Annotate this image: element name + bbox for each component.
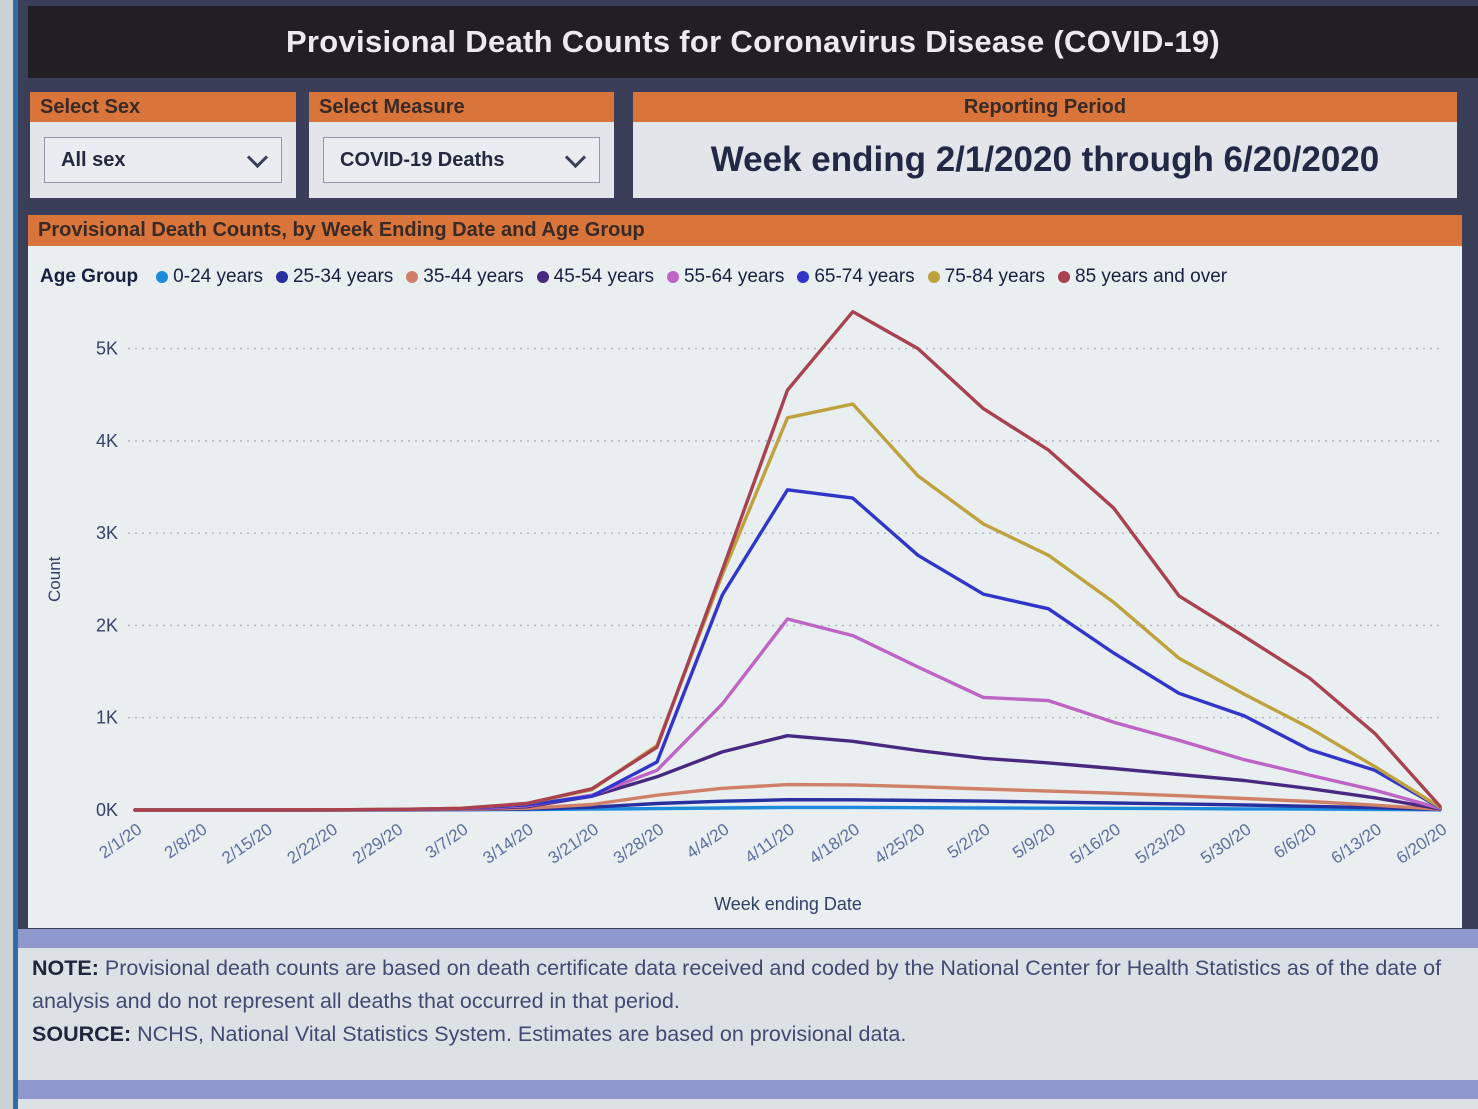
x-tick-label: 2/29/20 xyxy=(349,820,406,868)
legend-item[interactable]: 65-74 years xyxy=(797,266,915,288)
y-tick-label: 4K xyxy=(96,431,118,451)
measure-dropdown[interactable]: COVID-19 Deaths xyxy=(323,137,600,183)
legend-item[interactable]: 85 years and over xyxy=(1058,266,1227,288)
note-label: NOTE: xyxy=(32,956,99,980)
source-text: NCHS, National Vital Statistics System. … xyxy=(137,1022,907,1046)
series-line-75-84-years xyxy=(133,402,1442,812)
legend-item-label: 45-54 years xyxy=(553,266,654,287)
note-text: Provisional death counts are based on de… xyxy=(32,956,1442,1013)
plot-area: 0K 1K 2K 3K 4K 5K Count 2/1/20 2/8/20 2/15/20 2/22… xyxy=(28,294,1462,928)
y-axis-labels: 0K 1K 2K 3K 4K 5K xyxy=(96,339,118,820)
x-tick-label: 6/13/20 xyxy=(1328,820,1385,868)
legend-item-label: 25-34 years xyxy=(292,266,394,287)
y-tick-label: 0K xyxy=(96,800,118,820)
legend-item-label: 85 years and over xyxy=(1075,266,1228,287)
screen-bezel-edge xyxy=(13,0,18,1109)
x-tick-label: 4/4/20 xyxy=(683,820,733,863)
x-tick-label: 5/9/20 xyxy=(1009,820,1059,863)
footnotes: NOTE: Provisional death counts are based… xyxy=(32,952,1456,1051)
select-sex-header: Select Sex xyxy=(30,92,296,122)
select-sex-panel: Select Sex All sex xyxy=(30,92,296,198)
legend-dot-icon xyxy=(156,271,169,283)
legend-title: Age Group xyxy=(40,266,139,287)
sex-dropdown[interactable]: All sex xyxy=(44,137,282,183)
legend-dot-icon xyxy=(406,271,419,283)
legend-dot-icon xyxy=(927,271,940,283)
legend-dot-icon xyxy=(797,271,810,283)
divider-bar xyxy=(18,1080,1478,1099)
x-tick-label: 4/18/20 xyxy=(806,820,863,868)
x-tick-label: 5/2/20 xyxy=(944,820,994,863)
x-axis-labels: 2/1/20 2/8/20 2/15/20 2/22/20 2/29/20 3/7/20 3… xyxy=(96,820,1451,868)
x-tick-label: 5/16/20 xyxy=(1067,820,1124,868)
legend-item-label: 75-84 years xyxy=(944,266,1046,287)
x-tick-label: 2/8/20 xyxy=(161,820,211,863)
measure-dropdown-value: COVID-19 Deaths xyxy=(340,148,505,171)
series-line-85-years-and-over xyxy=(133,310,1442,812)
x-tick-label: 4/25/20 xyxy=(871,820,928,868)
x-axis-title: Week ending Date xyxy=(714,894,862,914)
plot-svg: 0K 1K 2K 3K 4K 5K Count 2/1/20 2/8/20 2/15/20 2/22… xyxy=(45,310,1451,914)
reporting-period-header: Reporting Period xyxy=(633,92,1457,122)
series-line-65-74-years xyxy=(133,488,1442,812)
legend-dot-icon xyxy=(1058,271,1071,283)
y-axis-title: Count xyxy=(45,556,64,602)
y-tick-label: 1K xyxy=(96,708,118,728)
y-gridlines xyxy=(128,347,1440,719)
legend-item[interactable]: 75-84 years xyxy=(927,266,1046,288)
source-label: SOURCE: xyxy=(32,1022,132,1046)
x-tick-label: 3/28/20 xyxy=(610,820,667,868)
screen-bezel xyxy=(0,0,13,1109)
legend-item[interactable]: 25-34 years xyxy=(275,266,394,288)
series-lines xyxy=(133,310,1442,812)
legend-item[interactable]: 0-24 years xyxy=(156,266,263,288)
x-tick-label: 2/22/20 xyxy=(284,820,341,868)
legend-dot-icon xyxy=(536,271,549,283)
chart-legend: Age Group 0-24 years 25-34 years 35-44 yea… xyxy=(40,259,1452,295)
select-measure-panel: Select Measure COVID-19 Deaths xyxy=(309,92,614,198)
y-tick-label: 5K xyxy=(96,339,118,359)
chevron-down-icon[interactable] xyxy=(246,146,269,169)
y-tick-label: 3K xyxy=(96,523,118,543)
note-paragraph: NOTE: Provisional death counts are based… xyxy=(32,952,1456,1018)
x-tick-label: 6/6/20 xyxy=(1270,820,1320,863)
dashboard-title-bar: Provisional Death Counts for Coronavirus… xyxy=(28,6,1478,78)
x-tick-label: 4/11/20 xyxy=(741,820,797,867)
reporting-period-value: Week ending 2/1/2020 through 6/20/2020 xyxy=(710,140,1380,179)
legend-item[interactable]: 55-64 years xyxy=(666,266,785,288)
y-tick-label: 2K xyxy=(96,615,118,635)
x-tick-label: 5/23/20 xyxy=(1132,820,1189,868)
x-tick-label: 3/14/20 xyxy=(479,820,536,868)
page-title: Provisional Death Counts for Coronavirus… xyxy=(285,24,1221,59)
x-tick-label: 2/1/20 xyxy=(96,820,146,863)
chart-title: Provisional Death Counts, by Week Ending… xyxy=(28,215,1462,246)
legend-item[interactable]: 45-54 years xyxy=(536,266,654,288)
sex-dropdown-value: All sex xyxy=(61,148,126,171)
x-tick-label: 2/15/20 xyxy=(218,820,275,868)
x-tick-label: 3/7/20 xyxy=(422,820,472,863)
chart-panel: Provisional Death Counts, by Week Ending… xyxy=(28,215,1462,928)
legend-item-label: 35-44 years xyxy=(423,266,524,287)
legend-item-label: 0-24 years xyxy=(173,266,263,287)
reporting-period-panel: Reporting Period Week ending 2/1/2020 th… xyxy=(633,92,1457,198)
legend-item-label: 65-74 years xyxy=(814,266,915,287)
x-tick-label: 5/30/20 xyxy=(1197,820,1254,868)
source-paragraph: SOURCE: NCHS, National Vital Statistics … xyxy=(32,1018,1456,1051)
x-tick-label: 3/21/20 xyxy=(545,820,602,868)
legend-item[interactable]: 35-44 years xyxy=(406,266,524,288)
legend-dot-icon xyxy=(275,271,288,283)
legend-dot-icon xyxy=(666,271,679,283)
legend-item-label: 55-64 years xyxy=(683,266,785,287)
footer-background xyxy=(18,929,1478,1109)
chevron-down-icon[interactable] xyxy=(564,146,587,169)
divider-bar xyxy=(18,929,1478,948)
select-measure-header: Select Measure xyxy=(309,92,614,122)
x-tick-label: 6/20/20 xyxy=(1393,820,1450,868)
